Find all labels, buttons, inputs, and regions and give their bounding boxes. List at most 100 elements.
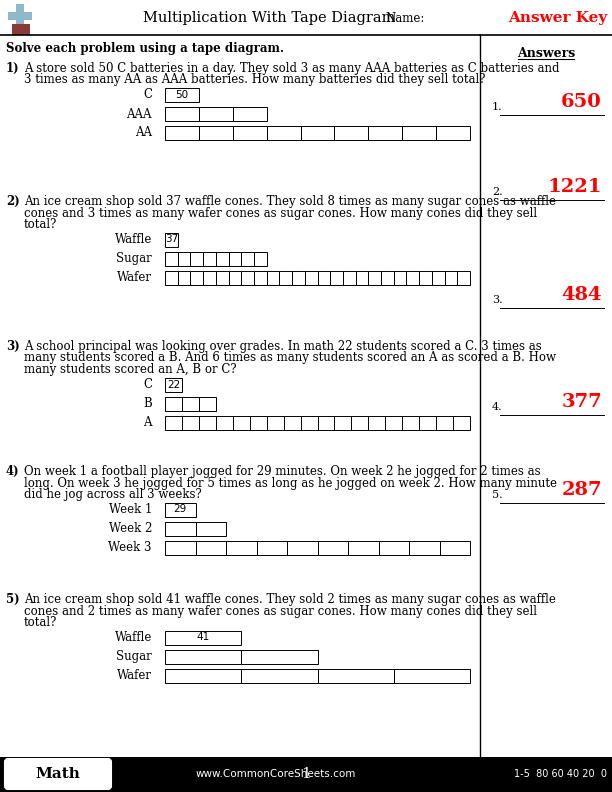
Bar xyxy=(177,271,190,284)
Bar xyxy=(457,271,470,284)
Bar xyxy=(368,416,386,429)
Text: B: B xyxy=(143,397,152,410)
Bar xyxy=(241,252,254,265)
Text: 29: 29 xyxy=(174,505,187,515)
Text: long. On week 3 he jogged for 5 times as long as he jogged on week 2. How many m: long. On week 3 he jogged for 5 times as… xyxy=(24,477,557,489)
Bar xyxy=(279,271,292,284)
Bar xyxy=(394,271,406,284)
Text: Week 1: Week 1 xyxy=(108,503,152,516)
Text: 3): 3) xyxy=(6,340,20,353)
Bar xyxy=(368,271,381,284)
Text: 287: 287 xyxy=(561,481,602,499)
Text: Waffle: Waffle xyxy=(114,631,152,644)
Bar xyxy=(203,271,216,284)
Bar xyxy=(228,252,241,265)
Bar xyxy=(241,649,318,664)
Text: 1-5  80 60 40 20  0: 1-5 80 60 40 20 0 xyxy=(514,769,607,779)
Bar xyxy=(406,271,419,284)
Bar xyxy=(165,649,241,664)
Text: Name:: Name: xyxy=(386,12,425,25)
Bar xyxy=(381,271,394,284)
Text: Week 3: Week 3 xyxy=(108,541,152,554)
Bar xyxy=(165,107,199,121)
Text: 2.: 2. xyxy=(492,187,502,197)
Bar xyxy=(199,107,233,121)
Bar xyxy=(216,252,228,265)
Bar xyxy=(165,416,182,429)
Bar xyxy=(343,271,356,284)
Text: 1: 1 xyxy=(301,767,311,781)
Text: 1221: 1221 xyxy=(548,178,602,196)
Text: total?: total? xyxy=(24,218,58,231)
Bar xyxy=(356,271,368,284)
Text: 1): 1) xyxy=(6,62,20,75)
Bar xyxy=(233,126,267,140)
Bar xyxy=(334,126,368,140)
Bar xyxy=(300,126,334,140)
Bar xyxy=(283,416,300,429)
Text: many students scored an A, B or C?: many students scored an A, B or C? xyxy=(24,363,237,376)
Bar xyxy=(165,233,177,246)
Bar xyxy=(0,757,612,792)
Bar xyxy=(165,502,195,516)
Text: Math: Math xyxy=(35,767,80,781)
Text: 377: 377 xyxy=(561,393,602,411)
Bar xyxy=(12,24,30,35)
Bar xyxy=(8,762,108,786)
Bar xyxy=(436,416,453,429)
Bar xyxy=(368,126,402,140)
Text: 3.: 3. xyxy=(492,295,502,305)
Text: Sugar: Sugar xyxy=(116,650,152,663)
Text: 41: 41 xyxy=(196,633,210,642)
Bar xyxy=(165,397,182,410)
Bar xyxy=(177,252,190,265)
Bar xyxy=(305,271,318,284)
Bar xyxy=(436,126,470,140)
Bar xyxy=(402,126,436,140)
Bar xyxy=(300,416,318,429)
Bar xyxy=(165,378,182,391)
Bar xyxy=(241,668,318,683)
Bar xyxy=(378,540,409,554)
Bar xyxy=(216,271,228,284)
Text: 2): 2) xyxy=(6,195,20,208)
Text: 1.: 1. xyxy=(492,102,502,112)
Bar xyxy=(226,540,256,554)
Text: Answers: Answers xyxy=(517,47,575,60)
Bar xyxy=(318,416,334,429)
Bar xyxy=(195,521,226,535)
Text: A: A xyxy=(143,416,152,429)
Text: 484: 484 xyxy=(561,286,602,304)
Text: A school principal was looking over grades. In math 22 students scored a C. 3 ti: A school principal was looking over grad… xyxy=(24,340,542,353)
Bar xyxy=(182,397,199,410)
Text: total?: total? xyxy=(24,616,58,629)
Bar xyxy=(199,416,216,429)
Text: 5.: 5. xyxy=(492,490,502,500)
Text: C: C xyxy=(143,378,152,391)
Bar xyxy=(16,4,24,26)
Bar xyxy=(233,416,250,429)
Bar xyxy=(165,126,199,140)
Bar xyxy=(292,271,305,284)
Text: C: C xyxy=(143,89,152,101)
FancyBboxPatch shape xyxy=(5,759,111,789)
Bar xyxy=(254,271,267,284)
Bar xyxy=(318,668,394,683)
Text: Answer Key: Answer Key xyxy=(508,11,607,25)
Text: did he jog across all 3 weeks?: did he jog across all 3 weeks? xyxy=(24,488,202,501)
Bar xyxy=(267,271,279,284)
Bar xyxy=(453,416,470,429)
Bar xyxy=(165,668,241,683)
Text: 37: 37 xyxy=(165,234,178,245)
Bar xyxy=(250,416,267,429)
Bar xyxy=(256,540,287,554)
Bar xyxy=(254,252,267,265)
Text: 50: 50 xyxy=(176,90,188,100)
Bar xyxy=(165,630,241,645)
Bar xyxy=(334,416,351,429)
Bar xyxy=(165,521,195,535)
Text: Week 2: Week 2 xyxy=(108,522,152,535)
Bar xyxy=(190,252,203,265)
Text: 4): 4) xyxy=(6,465,20,478)
Bar xyxy=(241,271,254,284)
